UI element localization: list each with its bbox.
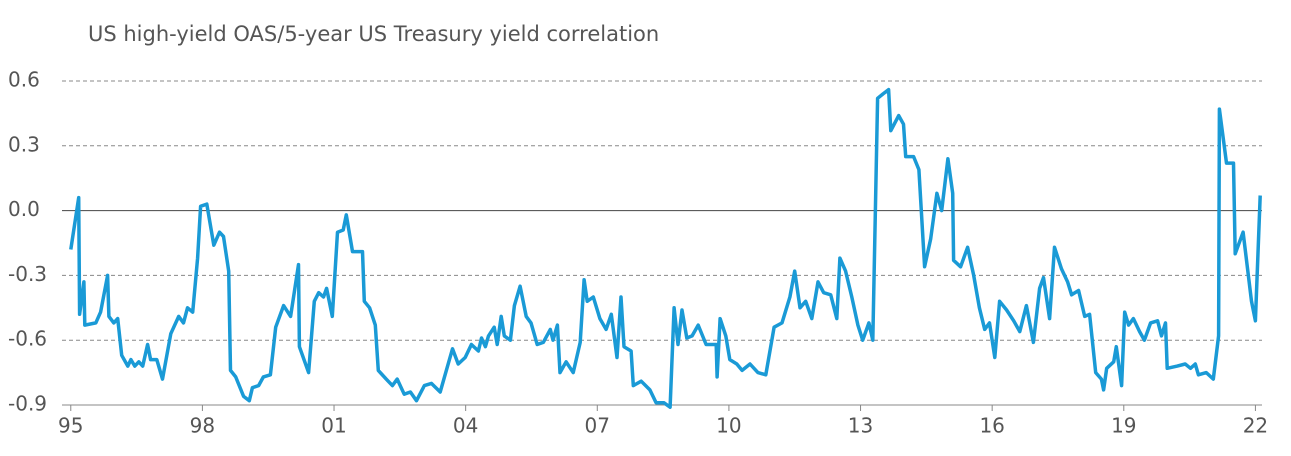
x-tick-label: 13 <box>848 414 873 438</box>
y-tick-label: -0.3 <box>8 262 47 286</box>
x-tick-label: 95 <box>58 414 83 438</box>
x-tick-label: 07 <box>585 414 610 438</box>
x-tick-label: 98 <box>190 414 215 438</box>
chart-title: US high-yield OAS/5-year US Treasury yie… <box>88 22 659 46</box>
data-line <box>69 87 1262 409</box>
x-tick-label: 10 <box>716 414 741 438</box>
x-tick-label: 19 <box>1111 414 1136 438</box>
y-tick-label: 0.3 <box>8 132 40 156</box>
x-tick-label: 16 <box>979 414 1004 438</box>
x-tick-label: 04 <box>453 414 478 438</box>
x-tick-label: 22 <box>1243 414 1268 438</box>
y-tick-label: -0.9 <box>8 392 47 416</box>
x-tick-label: 01 <box>321 414 346 438</box>
y-tick-label: 0.0 <box>8 197 40 221</box>
y-tick-label: -0.6 <box>8 327 47 351</box>
y-tick-label: 0.6 <box>8 68 40 92</box>
